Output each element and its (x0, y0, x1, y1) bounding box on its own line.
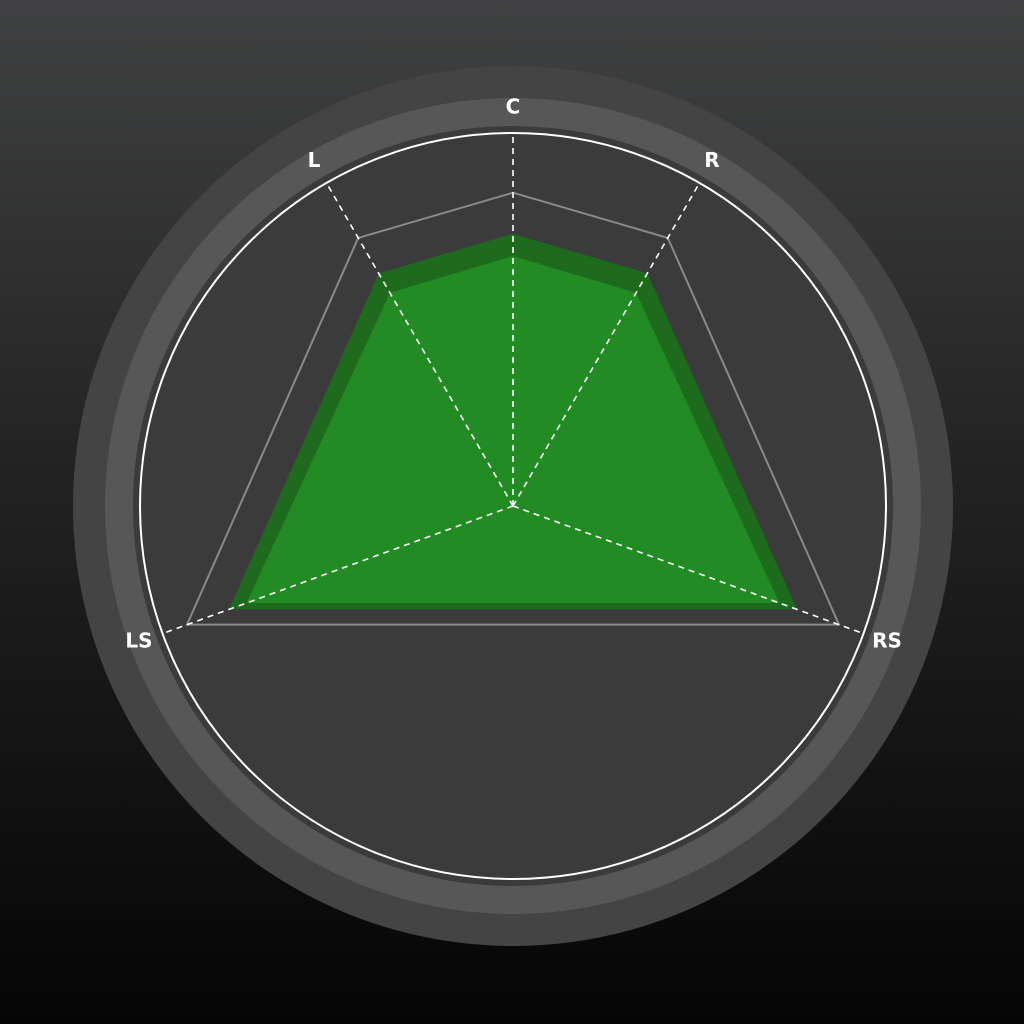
spoke-rs (512, 505, 864, 635)
channel-labels: C R RS LS L (125, 95, 901, 653)
channel-spokes (162, 133, 864, 635)
level-fill-inner (246, 256, 780, 603)
spoke-r (512, 182, 701, 507)
channel-label-c: C (506, 95, 521, 119)
spoke-l (325, 182, 514, 507)
scale-ring (139, 132, 887, 880)
channel-label-ls: LS (125, 629, 152, 653)
peak-outline (185, 191, 841, 626)
channel-label-rs: RS (872, 629, 902, 653)
channel-label-l: L (308, 148, 321, 172)
spoke-ls (162, 505, 514, 635)
channel-label-r: R (704, 148, 719, 172)
